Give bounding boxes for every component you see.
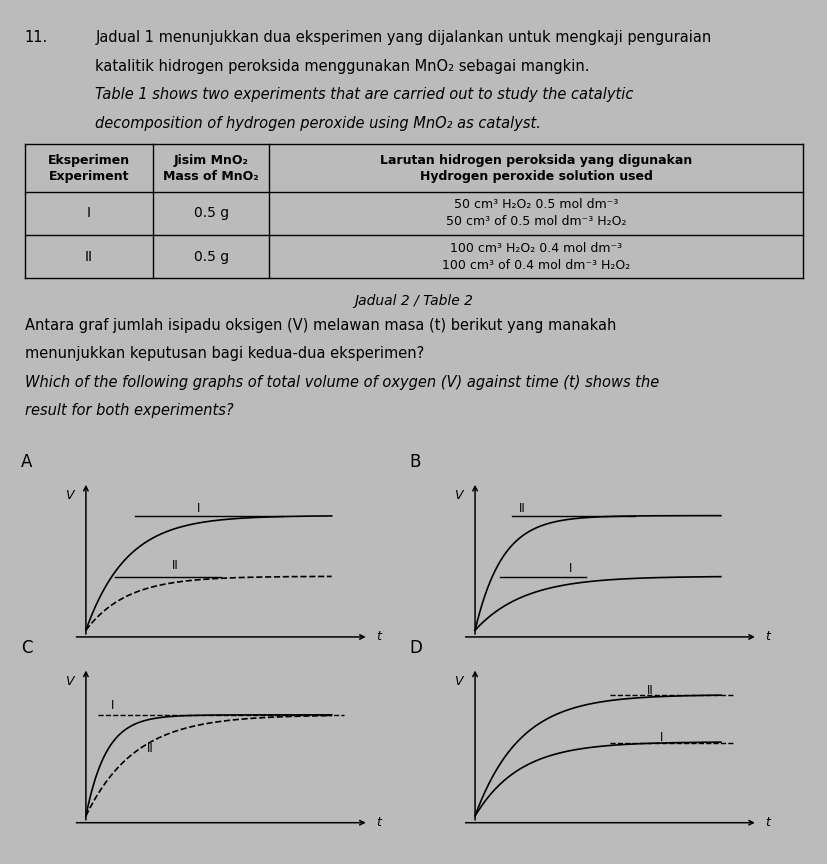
Text: V: V (454, 675, 462, 688)
Text: I: I (568, 562, 571, 575)
Text: Eksperimen
Experiment: Eksperimen Experiment (48, 154, 130, 182)
Text: result for both experiments?: result for both experiments? (25, 403, 233, 418)
Text: 0.5 g: 0.5 g (194, 250, 228, 264)
Text: t: t (375, 816, 380, 829)
Text: t: t (764, 816, 769, 829)
Text: 100 cm³ H₂O₂ 0.4 mol dm⁻³
100 cm³ of 0.4 mol dm⁻³ H₂O₂: 100 cm³ H₂O₂ 0.4 mol dm⁻³ 100 cm³ of 0.4… (442, 242, 629, 271)
Text: t: t (764, 631, 769, 644)
Text: A: A (21, 453, 32, 471)
Text: II: II (519, 502, 525, 516)
Text: Jisim MnO₂
Mass of MnO₂: Jisim MnO₂ Mass of MnO₂ (163, 154, 259, 182)
Text: Jadual 1 menunjukkan dua eksperimen yang dijalankan untuk mengkaji penguraian: Jadual 1 menunjukkan dua eksperimen yang… (95, 30, 710, 45)
Text: II: II (647, 684, 653, 697)
Text: 50 cm³ H₂O₂ 0.5 mol dm⁻³
50 cm³ of 0.5 mol dm⁻³ H₂O₂: 50 cm³ H₂O₂ 0.5 mol dm⁻³ 50 cm³ of 0.5 m… (446, 199, 625, 228)
Text: II: II (147, 742, 154, 755)
Text: I: I (196, 502, 199, 516)
Text: t: t (375, 631, 380, 644)
Text: katalitik hidrogen peroksida menggunakan MnO₂ sebagai mangkin.: katalitik hidrogen peroksida menggunakan… (95, 59, 589, 73)
Text: menunjukkan keputusan bagi kedua-dua eksperimen?: menunjukkan keputusan bagi kedua-dua eks… (25, 346, 423, 361)
Text: decomposition of hydrogen peroxide using MnO₂ as catalyst.: decomposition of hydrogen peroxide using… (95, 116, 540, 130)
Text: II: II (85, 250, 93, 264)
Text: C: C (21, 638, 32, 657)
Text: II: II (172, 559, 179, 572)
Text: 0.5 g: 0.5 g (194, 206, 228, 220)
Text: Antara graf jumlah isipadu oksigen (V) melawan masa (t) berikut yang manakah: Antara graf jumlah isipadu oksigen (V) m… (25, 318, 615, 333)
Text: V: V (454, 489, 462, 502)
Text: 11.: 11. (25, 30, 48, 45)
Text: Which of the following graphs of total volume of oxygen (V) against time (t) sho: Which of the following graphs of total v… (25, 375, 658, 390)
Text: D: D (409, 638, 423, 657)
Text: V: V (65, 489, 74, 502)
Text: I: I (658, 731, 662, 744)
Text: Larutan hidrogen peroksida yang digunakan
Hydrogen peroxide solution used: Larutan hidrogen peroksida yang digunaka… (380, 154, 691, 182)
Text: I: I (87, 206, 91, 220)
Text: V: V (65, 675, 74, 688)
Text: Table 1 shows two experiments that are carried out to study the catalytic: Table 1 shows two experiments that are c… (95, 87, 633, 102)
Text: I: I (110, 699, 114, 712)
Text: Jadual 2 / Table 2: Jadual 2 / Table 2 (354, 294, 473, 308)
Text: B: B (409, 453, 421, 471)
